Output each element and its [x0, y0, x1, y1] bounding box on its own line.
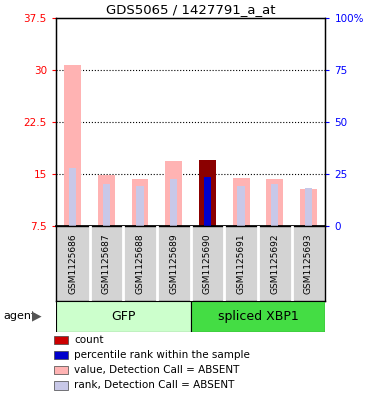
Bar — [204, 179, 211, 226]
Bar — [54, 351, 68, 359]
Text: GFP: GFP — [111, 310, 136, 323]
Bar — [300, 189, 317, 226]
Text: ▶: ▶ — [32, 310, 42, 323]
Bar — [132, 179, 149, 226]
Text: GSM1125689: GSM1125689 — [169, 233, 178, 294]
Title: GDS5065 / 1427791_a_at: GDS5065 / 1427791_a_at — [106, 4, 275, 17]
Bar — [69, 168, 76, 226]
Text: agent: agent — [4, 311, 36, 321]
Bar — [170, 179, 177, 226]
Bar — [103, 184, 110, 226]
Bar — [271, 184, 278, 226]
Bar — [266, 179, 283, 226]
Bar — [64, 65, 81, 226]
Bar — [98, 175, 115, 226]
Text: spliced XBP1: spliced XBP1 — [218, 310, 298, 323]
Text: GSM1125687: GSM1125687 — [102, 233, 111, 294]
Bar — [56, 301, 191, 332]
Bar — [136, 186, 144, 226]
Text: GSM1125690: GSM1125690 — [203, 233, 212, 294]
Text: GSM1125688: GSM1125688 — [136, 233, 144, 294]
Bar — [199, 160, 216, 226]
Bar — [54, 366, 68, 375]
Bar — [233, 178, 249, 226]
Bar — [238, 186, 245, 226]
Bar — [204, 177, 211, 226]
Bar — [54, 336, 68, 344]
Bar — [54, 381, 68, 389]
Bar — [191, 301, 325, 332]
Text: rank, Detection Call = ABSENT: rank, Detection Call = ABSENT — [74, 380, 235, 390]
Text: count: count — [74, 335, 104, 345]
Text: percentile rank within the sample: percentile rank within the sample — [74, 350, 250, 360]
Text: GSM1125693: GSM1125693 — [304, 233, 313, 294]
Bar — [305, 188, 312, 226]
Text: GSM1125692: GSM1125692 — [270, 233, 279, 294]
Bar — [165, 162, 182, 226]
Text: value, Detection Call = ABSENT: value, Detection Call = ABSENT — [74, 365, 240, 375]
Text: GSM1125686: GSM1125686 — [68, 233, 77, 294]
Text: GSM1125691: GSM1125691 — [237, 233, 246, 294]
